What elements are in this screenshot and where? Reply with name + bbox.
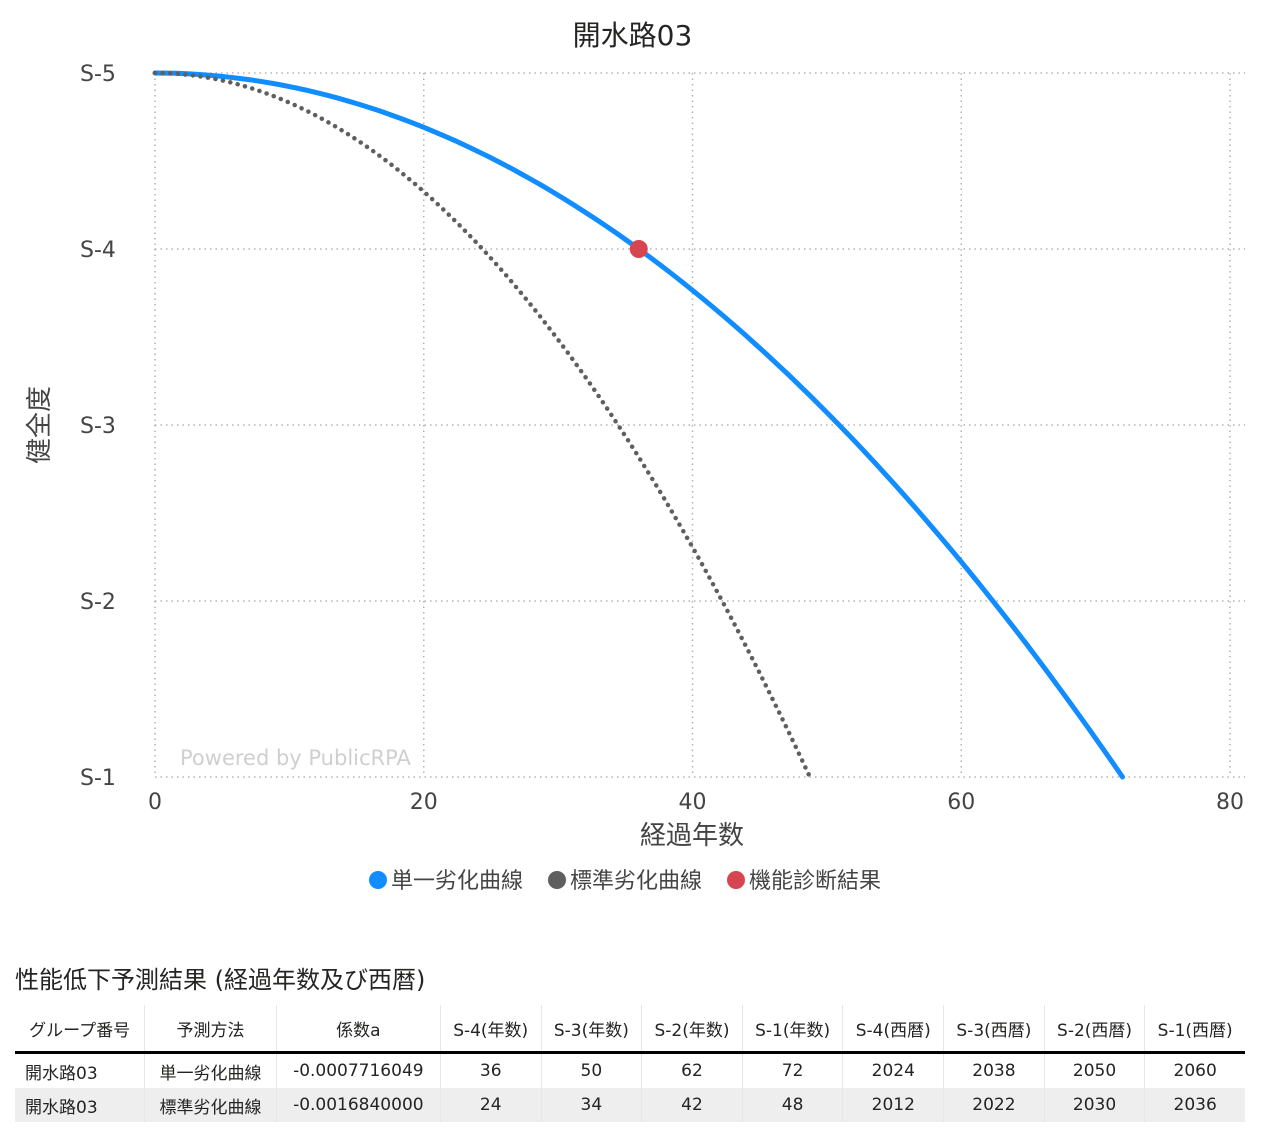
y-tick-label: S-1 xyxy=(80,766,116,791)
table-cell: -0.0007716049 xyxy=(276,1052,441,1088)
table-cell: 2038 xyxy=(943,1052,1045,1088)
table-cell: 36 xyxy=(440,1052,542,1088)
legend-label[interactable]: 単一劣化曲線 xyxy=(391,869,523,894)
x-tick-label: 20 xyxy=(410,790,438,815)
table-cell: 2012 xyxy=(842,1088,945,1122)
y-axis-title: 健全度 xyxy=(25,386,55,464)
column-header[interactable]: S-3(西暦) xyxy=(943,1005,1045,1054)
legend-marker xyxy=(727,871,745,889)
diagnosis-result-point xyxy=(629,240,648,258)
table-row[interactable]: 開水路03 単一劣化曲線 -0.0007716049 36 50 62 72 2… xyxy=(15,1052,1245,1088)
watermark-text: Powered by PublicRPA xyxy=(180,746,411,770)
x-tick-label: 0 xyxy=(148,790,162,815)
table-cell: -0.0016840000 xyxy=(276,1088,441,1122)
legend-label[interactable]: 機能診断結果 xyxy=(749,869,881,894)
column-header[interactable]: S-1(年数) xyxy=(742,1005,844,1054)
result-table: グループ番号 予測方法 係数a S-4(年数) S-3(年数) S-2(年数) … xyxy=(15,1005,1245,1122)
table-cell: 2030 xyxy=(1044,1088,1146,1122)
table-cell: 開水路03 xyxy=(15,1088,146,1122)
chart-title: 開水路03 xyxy=(572,19,693,52)
y-tick-label: S-3 xyxy=(80,414,116,439)
column-header[interactable]: S-1(西暦) xyxy=(1144,1005,1245,1054)
legend-marker xyxy=(548,871,566,889)
x-tick-label: 80 xyxy=(1216,790,1244,815)
table-cell: 42 xyxy=(641,1088,743,1122)
legend-label[interactable]: 標準劣化曲線 xyxy=(570,869,702,894)
y-tick-label: S-2 xyxy=(80,590,116,615)
x-tick-label: 40 xyxy=(679,790,707,815)
table-cell: 72 xyxy=(742,1052,844,1088)
table-cell: 50 xyxy=(541,1052,643,1088)
table-cell: 2060 xyxy=(1173,1061,1217,1081)
table-cell: 単一劣化曲線 xyxy=(144,1052,277,1088)
table-cell: 2050 xyxy=(1044,1052,1146,1088)
column-header[interactable]: S-4(年数) xyxy=(440,1005,542,1054)
table-title: 性能低下予測結果 (経過年数及び西暦) xyxy=(15,966,426,994)
column-header[interactable]: 係数a xyxy=(276,1005,441,1054)
column-header[interactable]: S-2(西暦) xyxy=(1044,1005,1146,1054)
table-header-row: グループ番号 予測方法 係数a S-4(年数) S-3(年数) S-2(年数) … xyxy=(15,1005,1245,1054)
x-tick-label: 60 xyxy=(947,790,975,815)
table-cell: 2024 xyxy=(842,1052,945,1088)
table-cell: 2036 xyxy=(1144,1088,1245,1122)
column-header[interactable]: S-2(年数) xyxy=(641,1005,743,1054)
column-header[interactable]: S-4(西暦) xyxy=(842,1005,945,1054)
table-cell: 開水路03 xyxy=(15,1052,146,1088)
table-cell: 34 xyxy=(541,1088,643,1122)
line-chart: 0 20 40 60 80 S-5 S-4 S-3 S-2 S-1 経過年数 健全度 Powered b… xyxy=(25,62,1245,894)
single-deterioration-curve xyxy=(152,70,1125,780)
table-cell: 標準劣化曲線 xyxy=(144,1088,277,1122)
legend-marker xyxy=(369,871,387,889)
column-header[interactable]: S-3(年数) xyxy=(541,1005,643,1054)
table-row[interactable]: 開水路03 標準劣化曲線 -0.0016840000 24 34 42 48 2… xyxy=(15,1088,1245,1122)
x-axis-title: 経過年数 xyxy=(640,821,744,851)
table-cell: 62 xyxy=(641,1052,743,1088)
y-tick-label: S-4 xyxy=(80,238,116,263)
column-header[interactable]: グループ番号 xyxy=(15,1005,146,1054)
table-cell: 48 xyxy=(742,1088,844,1122)
y-tick-label: S-5 xyxy=(80,62,116,87)
table-cell: 2022 xyxy=(943,1088,1045,1122)
table-cell: 24 xyxy=(440,1088,542,1122)
column-header[interactable]: 予測方法 xyxy=(144,1005,277,1054)
